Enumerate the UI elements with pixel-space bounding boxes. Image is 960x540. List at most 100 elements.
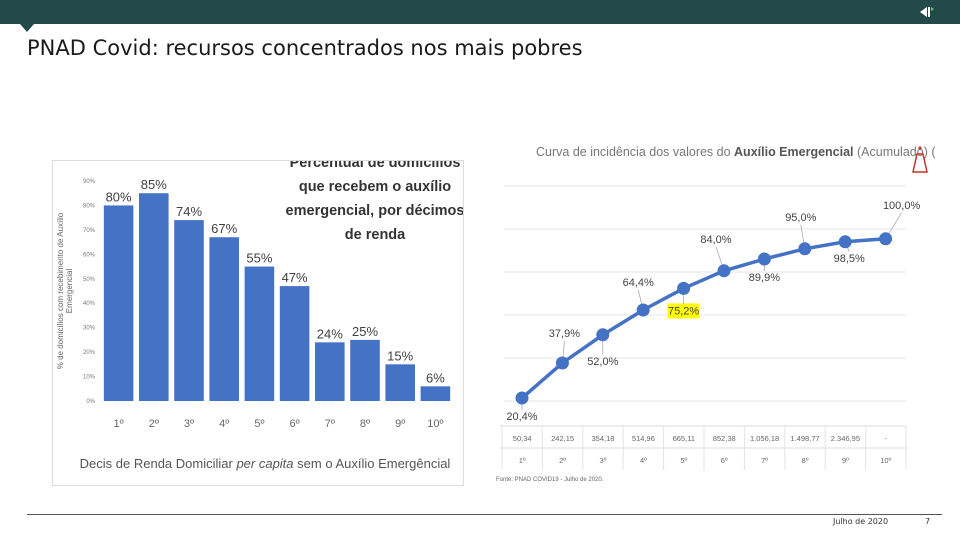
table-header-cell: 8º: [802, 456, 809, 465]
x-tick-label: 4º: [219, 418, 229, 430]
data-point: [838, 235, 852, 249]
y-tick-label: 20%: [83, 350, 96, 356]
chart-title: que recebem o auxílio: [299, 179, 451, 195]
point-value-label: 100,0%: [883, 200, 921, 212]
page-number: 7: [925, 517, 931, 526]
bar: [315, 342, 345, 401]
y-axis-label-group: % de domicílios com recebimento de Auxíl…: [56, 212, 74, 369]
table-header-cell: 7º: [761, 456, 768, 465]
bar-chart: 0% 10% 20% 30% 40% 50% 60% 70% 80% 90% % de domicí…: [56, 155, 464, 471]
y-tick-label: 30%: [83, 326, 96, 332]
y-tick-label: 90%: [83, 179, 96, 185]
logo-icon: [920, 7, 934, 17]
point-value-label: 37,9%: [549, 328, 580, 340]
x-axis-label-part: per capita: [235, 456, 293, 471]
flask-dot: [918, 146, 922, 150]
page-title: PNAD Covid: recursos concentrados nos ma…: [27, 36, 583, 60]
x-tick-label: 5º: [254, 418, 264, 430]
table-header-cell: 1º: [519, 456, 526, 465]
bar-value-label: 47%: [282, 270, 308, 285]
table-cell: 354,18: [592, 434, 615, 443]
x-tick-label: 6º: [290, 418, 300, 430]
point-value-label: 89,9%: [749, 272, 780, 284]
bar: [385, 364, 415, 401]
bar-value-label: 74%: [176, 204, 202, 219]
point-value-label: 20,4%: [506, 411, 537, 423]
point-value-label: 64,4%: [623, 277, 654, 289]
point-value-label: 52,0%: [587, 356, 618, 368]
x-tick-label: 1º: [114, 418, 124, 430]
point-value-label: 95,0%: [785, 212, 816, 224]
flask-body: [912, 153, 928, 173]
chart-title: de renda: [345, 227, 406, 243]
point-value-label: 75,2%: [668, 305, 699, 317]
bar: [279, 286, 310, 401]
source-note: Fonte: PNAD COVID19 - Julho de 2020.: [496, 477, 604, 483]
bar: [103, 205, 134, 401]
x-tick-label: 2º: [149, 418, 159, 430]
y-tick-label: 60%: [83, 252, 96, 258]
flask-icon: [912, 146, 928, 173]
table-header-cell: 10º: [880, 456, 891, 465]
bar: [139, 193, 169, 401]
y-tick-label: 70%: [83, 228, 96, 234]
bar-value-label: 67%: [211, 221, 237, 236]
footer-date: Julho de 2020: [833, 517, 889, 526]
x-axis-label-part: Decis de Renda Domiciliar: [80, 456, 237, 471]
data-point: [677, 281, 691, 295]
chart-title-part: Curva de incidência dos valores do: [536, 145, 734, 159]
table-cell: -: [885, 434, 888, 443]
bar-value-label: 25%: [352, 324, 378, 339]
bar-value-label: 85%: [141, 177, 167, 192]
data-point: [596, 328, 610, 342]
table-header-cell: 4º: [640, 456, 647, 465]
x-tick-label: 9º: [395, 418, 405, 430]
bar: [420, 386, 451, 401]
footer-divider: [27, 514, 942, 515]
chart-title-part: (Acumulado) (%): [854, 145, 936, 159]
x-tick-label: 10º: [427, 418, 443, 430]
table-cell: 852,38: [713, 434, 736, 443]
highlight-box: [667, 303, 700, 319]
data-point: [555, 356, 569, 370]
table-header-cell: 3º: [600, 456, 607, 465]
x-axis-label: Decis de Renda Domiciliar per capita sem…: [80, 456, 451, 471]
point-value-label: 98,5%: [834, 253, 865, 265]
y-tick-label: 80%: [83, 203, 96, 209]
data-point: [757, 252, 771, 266]
table-cell: 2.346,95: [831, 434, 860, 443]
bar: [244, 266, 275, 401]
table-header-cell: 5º: [680, 456, 687, 465]
series-line: [520, 237, 886, 400]
bar-value-label: 6%: [426, 370, 445, 385]
bar-value-label: 15%: [387, 348, 413, 363]
bar-value-label: 55%: [246, 251, 272, 266]
y-axis-label: Emergencial: [65, 269, 74, 314]
table-header-cell: 2º: [559, 456, 566, 465]
bar-chart-panel: 0% 10% 20% 30% 40% 50% 60% 70% 80% 90% % de domicí…: [52, 155, 464, 486]
line-chart: Curva de incidência dos valores do Auxíl…: [496, 145, 951, 483]
y-tick-label: 10%: [83, 375, 96, 381]
y-tick-label: 50%: [83, 277, 96, 283]
table-cell: 1.498,77: [790, 434, 819, 443]
bar: [350, 339, 380, 401]
header-notch: [20, 24, 34, 32]
chart-title: emergencial, por décimos: [286, 203, 463, 219]
table-cell: 665,11: [673, 434, 695, 443]
chart-title: Curva de incidência dos valores do Auxíl…: [536, 145, 936, 159]
bar-value-label: 80%: [106, 189, 132, 204]
table-cell: 50,34: [513, 434, 532, 443]
y-axis-label: % de domicílios com recebimento de Auxíl…: [56, 212, 65, 369]
bar: [209, 237, 239, 401]
table-cell: 1.056,18: [750, 434, 779, 443]
chart-title: Percentual de domicílios: [290, 161, 461, 171]
point-value-label: 84,0%: [700, 234, 731, 246]
data-point: [515, 391, 529, 405]
table-cell: 514,96: [632, 434, 655, 443]
data-point: [798, 242, 812, 256]
chart-title-part: Auxílio Emergencial: [734, 145, 853, 159]
data-point: [717, 264, 731, 278]
x-axis-label-part: sem o Auxílio Emergêncial: [294, 456, 451, 471]
data-point: [636, 303, 650, 317]
bar-value-label: 24%: [317, 326, 343, 341]
